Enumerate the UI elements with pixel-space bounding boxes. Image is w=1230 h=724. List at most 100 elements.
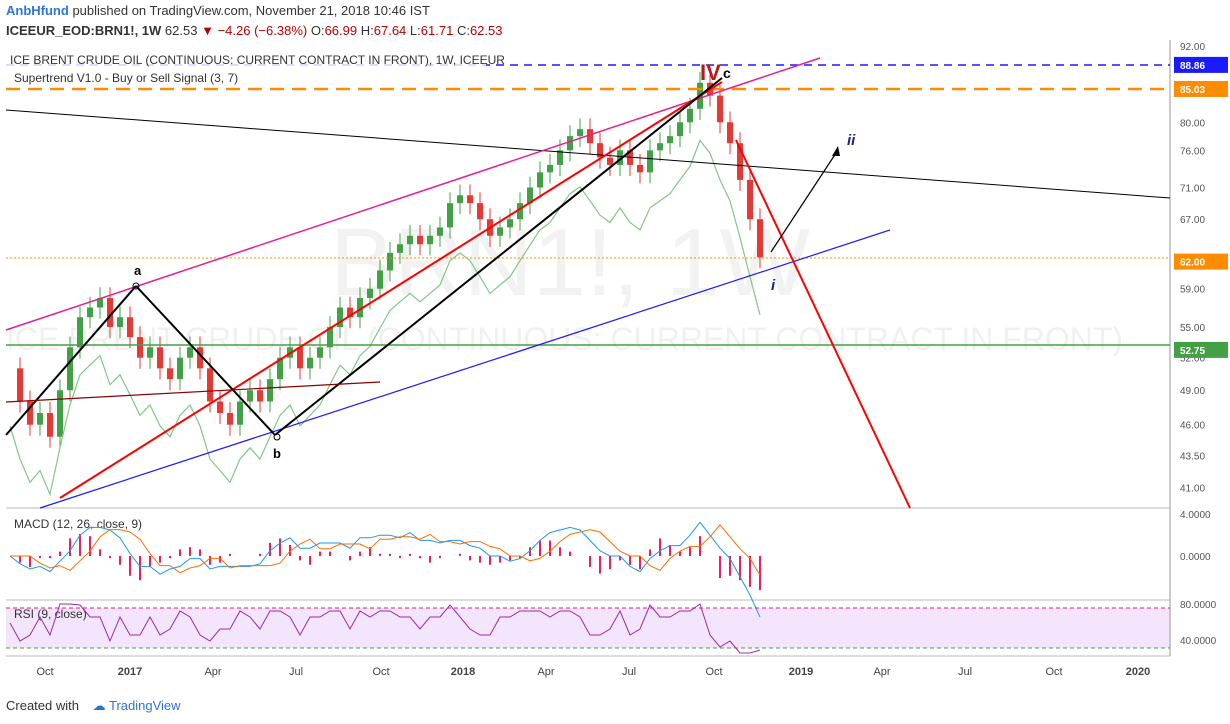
price-label-bg	[1174, 341, 1228, 358]
candle-body	[677, 122, 683, 137]
candle-body	[137, 337, 143, 358]
candle-body	[77, 317, 83, 348]
long-trendline	[5, 109, 1171, 199]
y-tick-label: 43.50	[1180, 451, 1205, 462]
macd-tick: 4.0000	[1180, 510, 1211, 521]
upper-channel-line	[5, 57, 821, 331]
x-tick-label: 2018	[451, 666, 475, 678]
candle-body	[647, 150, 653, 173]
wave-b-line	[135, 285, 276, 436]
candle-body	[247, 390, 253, 402]
wave-label: b	[273, 446, 281, 461]
x-tick-label: Jul	[289, 666, 303, 678]
candle-body	[277, 357, 283, 380]
y-tick-label: 92.00	[1180, 42, 1205, 53]
y-tick-label: 71.00	[1180, 184, 1205, 195]
candle-body	[207, 368, 213, 402]
close-label: C:	[456, 23, 470, 38]
x-tick-label: Apr	[873, 666, 890, 678]
candle-body	[457, 195, 463, 204]
candle-body	[147, 347, 153, 358]
price-label: 52.75	[1180, 346, 1205, 357]
macd-title: MACD (12, 26, close, 9)	[14, 517, 142, 531]
y-tick-label: 67.00	[1180, 215, 1205, 226]
rsi-band	[6, 608, 1170, 648]
x-tick-label: 2020	[1126, 666, 1150, 678]
x-tick-label: Apr	[204, 666, 221, 678]
candle-body	[157, 347, 163, 369]
high-value: 67.64	[373, 23, 407, 38]
wave-a-line	[5, 285, 137, 436]
chart-background	[0, 40, 1230, 694]
indicator-label: Supertrend V1.0 - Buy or Sell Signal (3,…	[14, 71, 238, 85]
candle-body	[567, 136, 573, 151]
candle-body	[607, 157, 613, 165]
macd-tick: 0.0000	[1180, 552, 1211, 563]
candle-body	[237, 401, 243, 425]
author-name[interactable]: AnbHfund	[6, 3, 69, 18]
wave-label: i	[771, 277, 776, 294]
rsi-title: RSI (9, close)	[14, 607, 87, 621]
candle-body	[517, 203, 523, 220]
candle-body	[467, 195, 473, 204]
price-change: −4.26 (−6.38%)	[217, 23, 308, 38]
price-label: 62.00	[1180, 258, 1205, 269]
y-tick-label: 41.00	[1180, 484, 1205, 495]
candle-body	[737, 143, 743, 180]
wave-label: a	[134, 263, 142, 278]
candle-body	[347, 307, 353, 318]
candle-body	[717, 95, 723, 123]
candle-body	[327, 327, 333, 348]
y-tick-label: 46.00	[1180, 421, 1205, 432]
candle-body	[117, 317, 123, 328]
price-label-bg	[1174, 56, 1228, 73]
candle-body	[227, 412, 233, 425]
open-value: 66.99	[324, 23, 358, 38]
tradingview-brand[interactable]: TradingView	[109, 698, 181, 713]
candle-body	[177, 357, 183, 380]
projection-arrow-line	[770, 149, 839, 253]
candle-body	[587, 129, 593, 144]
rsi-line	[9, 603, 761, 654]
x-tick-label: Oct	[705, 666, 722, 678]
lower-channel-line	[39, 229, 891, 509]
rsi-tick: 80.0000	[1180, 600, 1217, 611]
x-tick-label: 2017	[118, 666, 142, 678]
candle-body	[547, 164, 553, 173]
x-tick-label: Oct	[372, 666, 389, 678]
candle-body	[87, 307, 93, 318]
point-a-marker	[132, 282, 140, 290]
published-text: published on TradingView.com, November 2…	[72, 3, 430, 18]
low-value: 61.71	[420, 23, 454, 38]
x-tick-label: 2019	[789, 666, 813, 678]
candle-body	[37, 412, 43, 425]
y-tick-label: 55.00	[1180, 323, 1205, 334]
candle-body	[497, 227, 503, 236]
candle-body	[407, 235, 413, 245]
candle-body	[417, 235, 423, 245]
rsi-tick: 40.0000	[1180, 636, 1217, 647]
candle-body	[97, 298, 103, 308]
point-b-marker	[273, 433, 281, 441]
candle-body	[367, 288, 373, 299]
candle-body	[217, 401, 223, 413]
red-trendline	[59, 81, 723, 499]
high-label: H:	[360, 23, 374, 38]
price-label-bg	[1174, 80, 1228, 97]
x-tick-label: Apr	[537, 666, 554, 678]
candle-body	[197, 347, 203, 369]
y-tick-label: 76.00	[1180, 146, 1205, 157]
macd-line	[9, 521, 761, 618]
publish-header: AnbHfund published on TradingView.com, N…	[0, 0, 1230, 22]
candle-body	[337, 307, 343, 328]
candle-body	[557, 150, 563, 165]
x-tick-label: Oct	[36, 666, 53, 678]
y-tick-label: 80.00	[1180, 118, 1205, 129]
wave-label: ii	[847, 132, 856, 149]
flat-trendline	[5, 381, 381, 403]
title-bg	[6, 54, 486, 68]
open-label: O:	[310, 23, 325, 38]
candle-body	[27, 401, 33, 425]
candle-body	[357, 298, 363, 318]
